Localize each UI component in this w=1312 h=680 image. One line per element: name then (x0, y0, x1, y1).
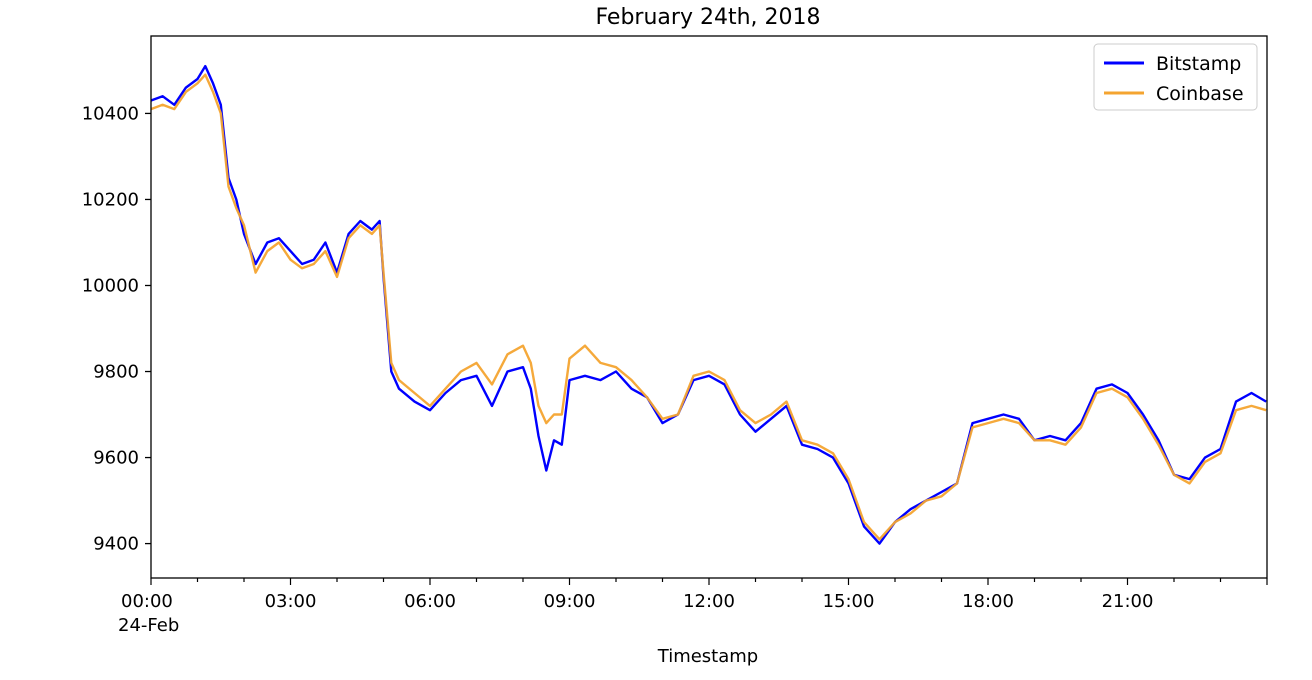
x-tick-label: 15:00 (823, 591, 875, 612)
x-tick-label: 09:00 (544, 591, 596, 612)
plot-area (150, 35, 1268, 579)
y-tick-label: 10400 (82, 103, 139, 124)
series-line-bitstamp (150, 64, 1267, 545)
x-tick-label: 03:00 (265, 591, 317, 612)
y-tick-label: 9400 (93, 534, 139, 555)
y-tick-label: 9600 (93, 448, 139, 469)
x-tick-sublabel: 24-Feb (118, 615, 179, 636)
series-line-coinbase (150, 73, 1267, 541)
y-tick-label: 9800 (93, 362, 139, 383)
x-axis-label: Timestamp (657, 646, 758, 667)
x-axis: 00:00 24-Feb 03:00 06:00 09:00 12:00 15:00 18:0… (118, 578, 1268, 636)
chart-title: February 24th, 2018 (595, 5, 820, 30)
y-tick-label: 10200 (82, 189, 139, 210)
y-axis: 9400 9600 9800 10000 10200 10400 (82, 103, 151, 555)
x-tick-label: 12:00 (683, 591, 735, 612)
x-tick-label: 00:00 (121, 591, 173, 612)
x-tick-label: 06:00 (404, 591, 456, 612)
y-tick-label: 10000 (82, 275, 139, 296)
legend-label-bitstamp: Bitstamp (1156, 53, 1241, 75)
legend-label-coinbase: Coinbase (1156, 83, 1244, 105)
x-tick-label: 18:00 (962, 591, 1014, 612)
legend: Bitstamp Coinbase (1093, 43, 1258, 111)
series-layer (150, 64, 1267, 545)
x-tick-label: 21:00 (1102, 591, 1154, 612)
